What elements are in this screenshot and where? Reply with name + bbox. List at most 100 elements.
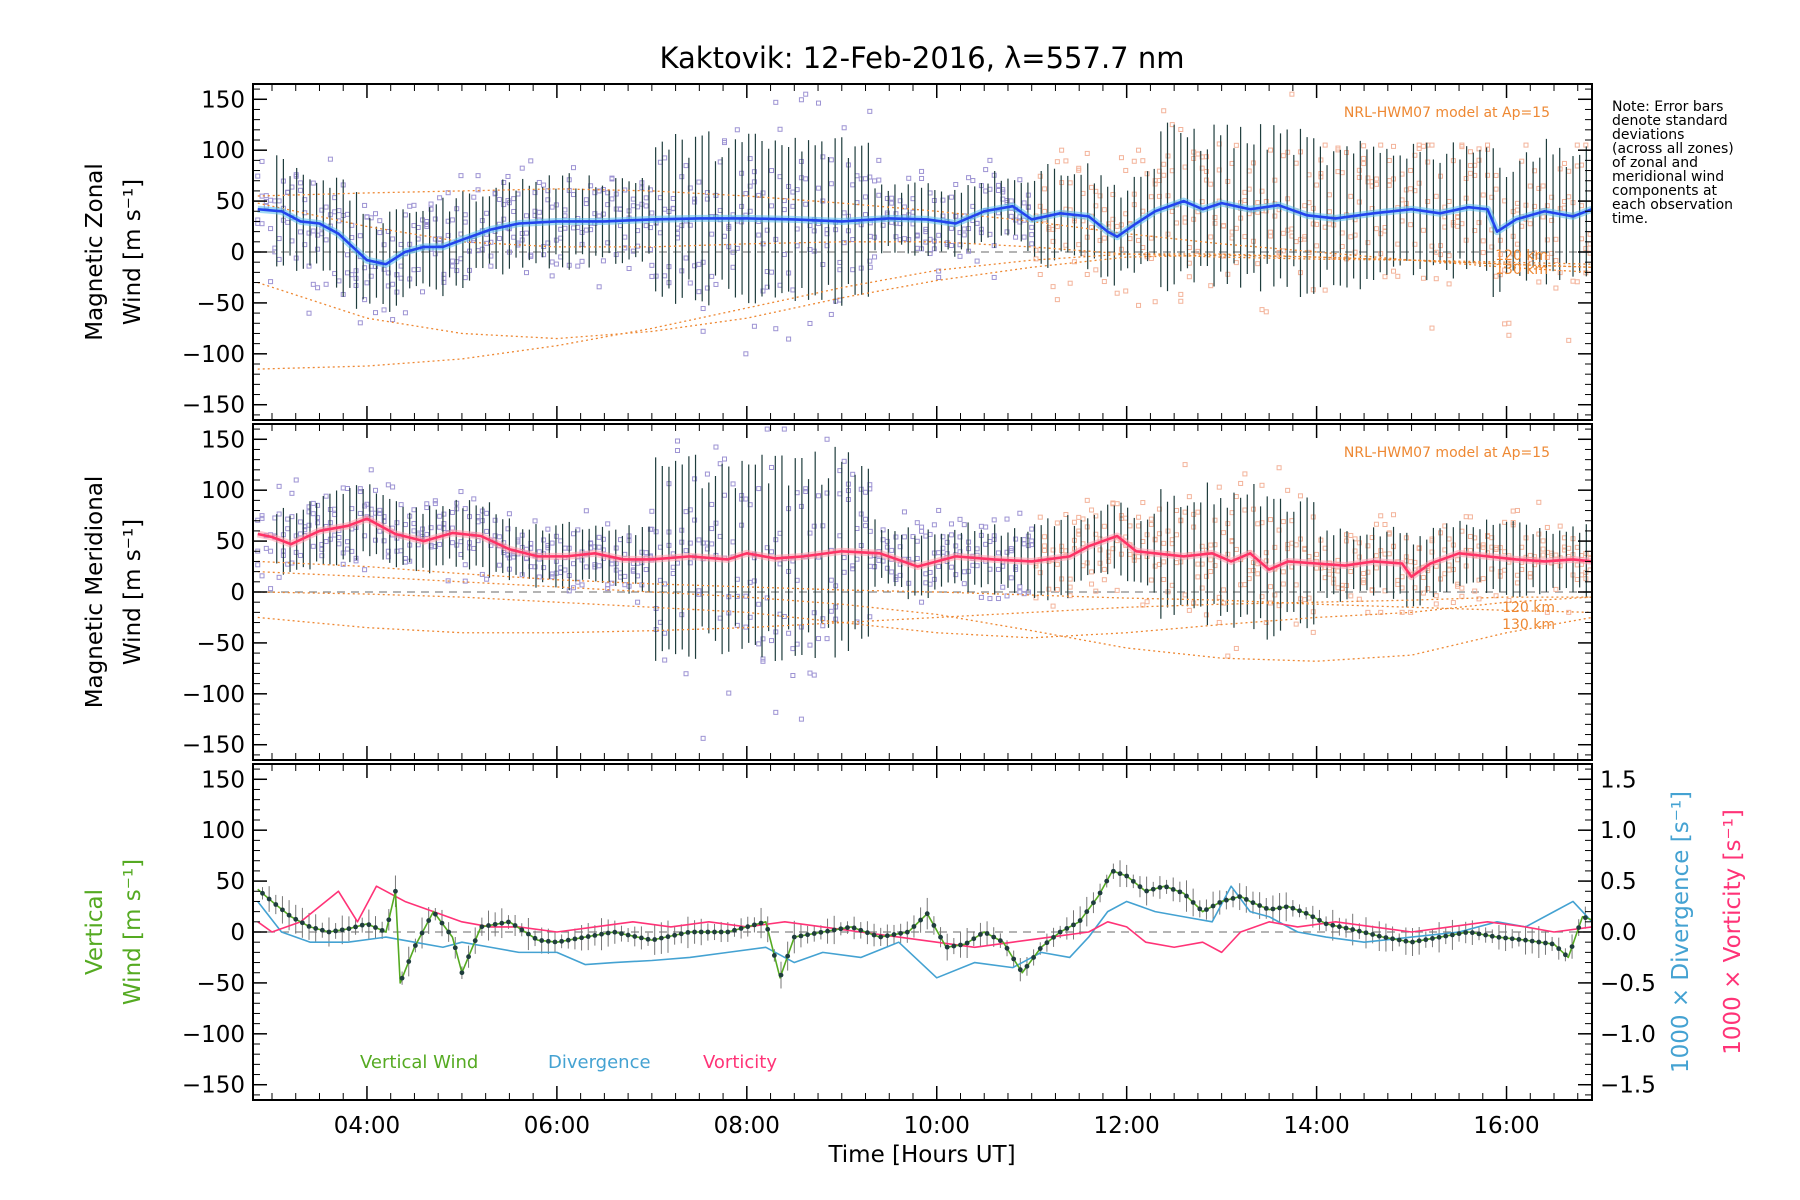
sample-point bbox=[600, 211, 606, 217]
sample-point bbox=[449, 509, 455, 515]
vertical-wind-point bbox=[1157, 885, 1163, 890]
sample-point bbox=[1029, 526, 1035, 532]
sample-point bbox=[411, 267, 417, 273]
sample-point bbox=[1373, 565, 1379, 571]
vertical-wind-point bbox=[1536, 939, 1542, 945]
sample-point bbox=[1514, 241, 1520, 247]
sample-point bbox=[816, 100, 822, 106]
divergence-line bbox=[257, 885, 1592, 979]
sample-point bbox=[1037, 173, 1043, 179]
sample-point bbox=[532, 518, 538, 524]
sample-point bbox=[1221, 530, 1227, 536]
sample-point bbox=[306, 310, 312, 316]
sample-point bbox=[323, 493, 329, 499]
vertical-axis-ticks: 150 100 50 0 −50 −100 −150 1.5 1.0 0.5 0.0 −0.5 −1.0… bbox=[182, 764, 1656, 1139]
vertical-wind-point bbox=[1170, 886, 1176, 892]
sample-point bbox=[263, 193, 269, 199]
sample-point bbox=[828, 181, 834, 187]
sample-point bbox=[1314, 551, 1320, 557]
zonal-scatter bbox=[253, 91, 1592, 357]
vertical-wind-point bbox=[811, 931, 817, 936]
sample-point bbox=[730, 539, 736, 545]
sample-point bbox=[562, 207, 568, 213]
sample-point bbox=[1263, 550, 1269, 556]
vertical-wind-point bbox=[1476, 931, 1482, 937]
x-tick-label: 12:00 bbox=[1094, 1113, 1160, 1139]
sample-point bbox=[373, 211, 379, 217]
vertical-wind-point bbox=[1011, 956, 1017, 962]
sample-point bbox=[717, 461, 723, 467]
sample-point bbox=[411, 507, 417, 513]
vertical-wind-point bbox=[459, 970, 465, 976]
vertical-wind-point bbox=[1343, 925, 1349, 931]
sample-point bbox=[1233, 225, 1239, 231]
vertical-wind-point bbox=[1204, 907, 1209, 912]
sample-point bbox=[315, 520, 321, 526]
sample-point bbox=[1169, 122, 1175, 128]
vertical-wind-point bbox=[273, 902, 279, 907]
sample-point bbox=[1021, 541, 1027, 547]
y-tick-label: −150 bbox=[182, 1073, 245, 1099]
sample-point bbox=[1373, 553, 1379, 559]
vertical-wind-point bbox=[692, 929, 697, 935]
sample-point bbox=[492, 517, 498, 523]
sample-point bbox=[919, 528, 925, 534]
sample-point bbox=[1033, 256, 1039, 262]
sample-point bbox=[1136, 237, 1142, 243]
sample-point bbox=[1361, 571, 1367, 577]
sample-point bbox=[630, 203, 636, 209]
sample-point bbox=[583, 201, 589, 207]
sample-point bbox=[953, 181, 959, 187]
sample-point bbox=[850, 471, 856, 477]
vertical-wind-point bbox=[532, 935, 538, 941]
sample-point bbox=[1161, 108, 1167, 114]
vertical-wind-point bbox=[452, 945, 458, 951]
vertical-wind-point bbox=[845, 925, 850, 930]
vertical-wind-point bbox=[765, 926, 771, 932]
vertical-wind-point bbox=[1190, 900, 1196, 905]
vertical-wind-point bbox=[938, 934, 943, 940]
sample-point bbox=[709, 526, 715, 532]
vertical-wind-point bbox=[1563, 952, 1568, 958]
sample-point bbox=[1280, 581, 1286, 587]
vertical-wind-point bbox=[858, 927, 864, 933]
sample-point bbox=[756, 486, 762, 492]
sample-point bbox=[1527, 256, 1533, 262]
sample-point bbox=[1365, 543, 1371, 549]
sample-point bbox=[1420, 227, 1426, 233]
sample-point bbox=[381, 514, 387, 520]
sample-point bbox=[549, 273, 555, 279]
sample-point bbox=[1101, 279, 1107, 285]
sample-point bbox=[961, 232, 967, 238]
zonal-model-annotation: NRL-HWM07 model at Ap=15 bbox=[1344, 105, 1550, 121]
sample-point bbox=[811, 248, 817, 254]
sample-point bbox=[323, 204, 329, 210]
sample-point bbox=[974, 258, 980, 264]
sample-point bbox=[344, 270, 350, 276]
vertical-wind-point bbox=[1509, 936, 1515, 942]
sample-point bbox=[1425, 159, 1431, 165]
sample-point bbox=[901, 236, 907, 242]
sample-point bbox=[1208, 542, 1214, 548]
sample-point bbox=[263, 545, 269, 551]
vertical-wind-point bbox=[818, 929, 824, 935]
vertical-wind-point bbox=[878, 934, 884, 940]
sample-point bbox=[734, 127, 740, 133]
sample-point bbox=[1493, 186, 1499, 192]
sample-point bbox=[828, 577, 834, 583]
sample-point bbox=[872, 254, 878, 260]
sample-point bbox=[1476, 157, 1482, 163]
note-line-4: (across all zones) bbox=[1612, 141, 1734, 157]
sample-point bbox=[790, 287, 796, 293]
sample-point bbox=[1335, 169, 1341, 175]
sample-point bbox=[462, 275, 468, 281]
sample-point bbox=[936, 268, 942, 274]
sample-point bbox=[1195, 509, 1201, 515]
sample-point bbox=[1054, 520, 1060, 526]
sample-point bbox=[1208, 234, 1214, 240]
sample-point bbox=[1395, 577, 1401, 583]
sample-point bbox=[643, 567, 649, 573]
sample-point bbox=[1356, 596, 1362, 602]
sample-point bbox=[523, 270, 529, 276]
vertical-wind-point bbox=[1197, 906, 1203, 912]
